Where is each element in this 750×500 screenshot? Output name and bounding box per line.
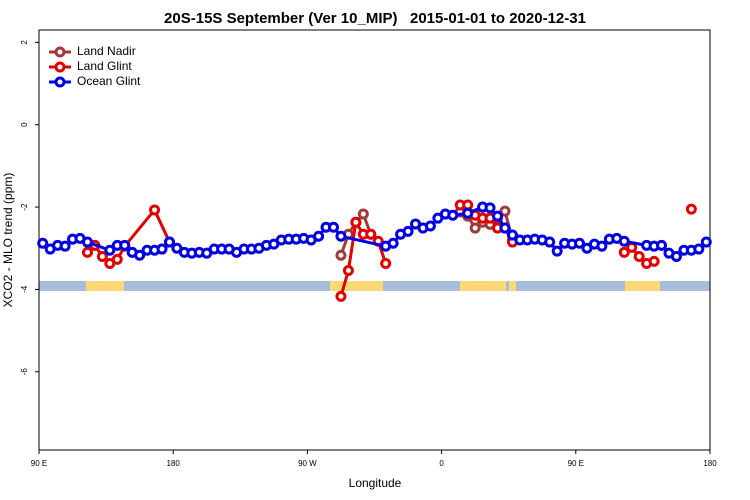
data-point bbox=[104, 244, 116, 256]
data-point bbox=[633, 250, 645, 262]
legend-marker bbox=[54, 46, 66, 58]
data-point bbox=[499, 205, 511, 217]
chart-title: 20S-15S September (Ver 10_MIP) 2015-01-0… bbox=[164, 10, 586, 27]
data-point bbox=[447, 209, 459, 221]
data-point bbox=[387, 237, 399, 249]
surface-band bbox=[39, 281, 710, 291]
data-point bbox=[492, 210, 504, 222]
data-point bbox=[402, 225, 414, 237]
data-point bbox=[648, 255, 660, 267]
x-tick-label: 180 bbox=[703, 459, 717, 468]
data-point bbox=[149, 204, 161, 216]
data-point bbox=[469, 222, 481, 234]
legend-label: Land Glint bbox=[77, 59, 132, 73]
x-tick-label: 90 W bbox=[298, 459, 317, 468]
data-point bbox=[365, 228, 377, 240]
data-point bbox=[693, 243, 705, 255]
data-point bbox=[327, 221, 339, 233]
data-point bbox=[380, 257, 392, 269]
data-point bbox=[574, 237, 586, 249]
data-point bbox=[335, 249, 347, 261]
x-tick-label: 0 bbox=[439, 459, 444, 468]
x-tick-label: 90 E bbox=[568, 459, 584, 468]
data-point bbox=[37, 237, 49, 249]
data-point bbox=[350, 216, 362, 228]
data-point bbox=[499, 222, 511, 234]
data-point bbox=[484, 202, 496, 214]
legend-label: Land Nadir bbox=[77, 44, 136, 58]
data-point bbox=[424, 220, 436, 232]
data-point bbox=[462, 207, 474, 219]
data-point bbox=[618, 246, 630, 258]
data-point bbox=[656, 239, 668, 251]
x-tick-label: 90 E bbox=[31, 459, 47, 468]
x-axis-label: Longitude bbox=[349, 476, 402, 490]
legend-marker bbox=[54, 76, 66, 88]
y-tick-label: 0 bbox=[20, 122, 29, 127]
data-point bbox=[111, 253, 123, 265]
data-point bbox=[156, 243, 168, 255]
y-tick-label: -6 bbox=[20, 368, 29, 376]
data-point bbox=[596, 240, 608, 252]
data-point bbox=[685, 203, 697, 215]
data-point bbox=[357, 208, 369, 220]
y-tick-label: -2 bbox=[20, 203, 29, 211]
data-point bbox=[544, 236, 556, 248]
data-point bbox=[670, 250, 682, 262]
data-point bbox=[81, 246, 93, 258]
legend-marker bbox=[54, 61, 66, 73]
data-point bbox=[335, 230, 347, 242]
data-point bbox=[96, 250, 108, 262]
data-point bbox=[59, 240, 71, 252]
y-tick-label: 2 bbox=[20, 40, 29, 45]
data-point bbox=[81, 236, 93, 248]
data-point bbox=[618, 235, 630, 247]
y-tick-label: -4 bbox=[20, 285, 29, 293]
data-point bbox=[342, 264, 354, 276]
data-point bbox=[506, 229, 518, 241]
data-point bbox=[313, 230, 325, 242]
data-point bbox=[700, 236, 712, 248]
data-point bbox=[119, 239, 131, 251]
data-point bbox=[551, 245, 563, 257]
data-point bbox=[335, 290, 347, 302]
y-axis-label: XCO2 - MLO trend (ppm) bbox=[1, 173, 15, 308]
data-point bbox=[134, 249, 146, 261]
x-tick-label: 180 bbox=[167, 459, 181, 468]
data-point bbox=[163, 236, 175, 248]
legend-label: Ocean Glint bbox=[77, 74, 141, 88]
